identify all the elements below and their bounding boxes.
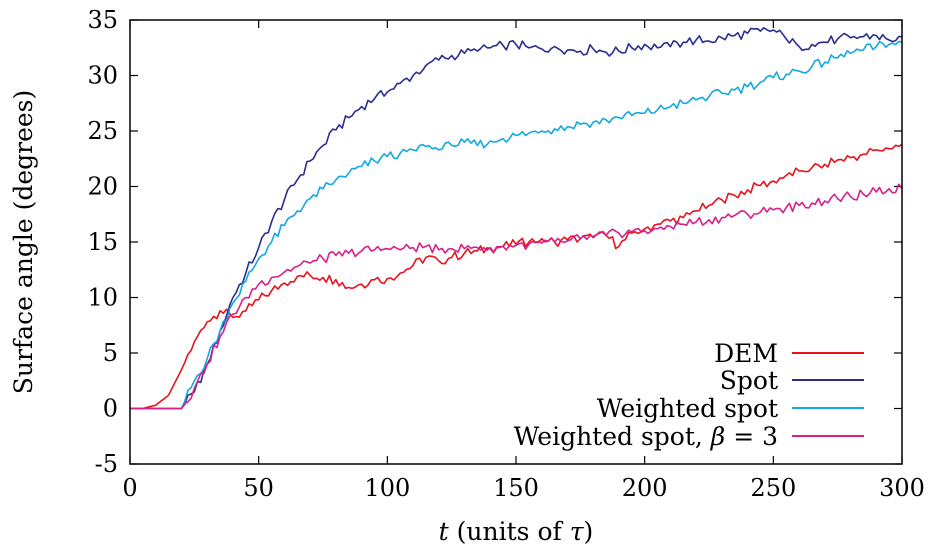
y-tick-label: 20	[87, 173, 118, 201]
y-tick-label: 30	[87, 62, 118, 90]
y-tick-label: 10	[87, 284, 118, 312]
series-line-2	[130, 40, 903, 410]
legend-label-0: DEM	[714, 339, 778, 368]
x-axis-label-variable: t	[439, 517, 450, 546]
x-tick-label: 300	[879, 474, 925, 502]
x-tick-label: 200	[622, 474, 668, 502]
y-tick-label: 35	[87, 6, 118, 34]
plot-area	[130, 27, 903, 410]
legend-label-2: Weighted spot	[597, 394, 778, 423]
legend-label-3: Weighted spot, β = 3	[514, 422, 778, 451]
x-tick-label: 50	[243, 474, 274, 502]
y-tick-label: 5	[103, 339, 118, 367]
x-axis-label: t (units of τ)	[439, 517, 594, 546]
y-tick-label: 25	[87, 117, 118, 145]
x-tick-label: 150	[493, 474, 539, 502]
x-tick-label: 250	[750, 474, 796, 502]
x-tick-label: 100	[364, 474, 410, 502]
series-line-0	[130, 143, 903, 410]
plot-frame	[129, 19, 903, 465]
x-axis-label-close: )	[584, 517, 594, 546]
y-axis-label: Surface angle (degrees)	[9, 90, 38, 395]
legend-label-1: Spot	[720, 366, 778, 395]
series-line-3	[130, 183, 903, 410]
y-tick-label: 15	[87, 228, 118, 256]
series-line-1	[130, 27, 902, 410]
x-axis-label-text: (units of	[449, 517, 570, 546]
x-tick-label: 0	[122, 474, 137, 502]
y-tick-label: 0	[103, 395, 118, 423]
x-axis-label-symbol: τ	[570, 517, 585, 546]
y-tick-label: -5	[95, 450, 118, 478]
